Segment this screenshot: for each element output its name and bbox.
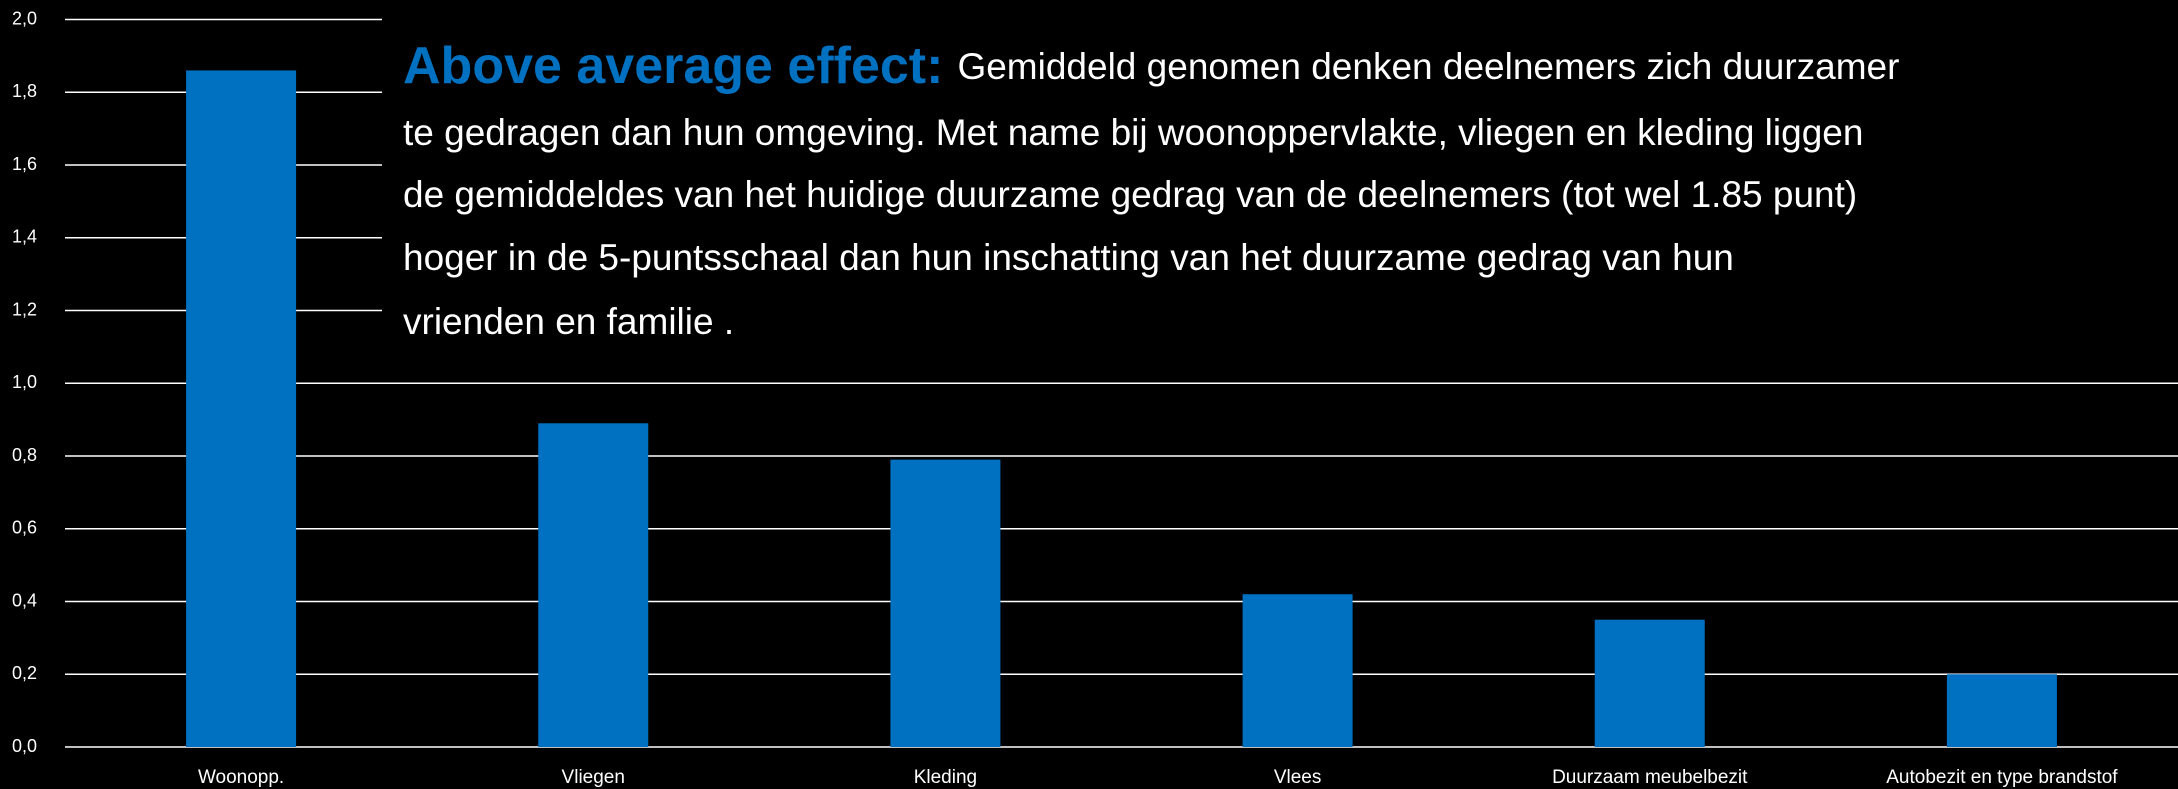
annotation-heading: Above average effect: [403,37,943,95]
bar [1946,674,2057,747]
x-tick-label: Duurzaam meubelbezit [1552,767,1748,788]
y-tick-label: 1,4 [12,227,37,247]
bar [1594,619,1705,747]
annotation-text: Gemiddeld genomen denken deelnemers zich… [957,46,1899,87]
y-tick-label: 0,0 [12,736,37,756]
y-tick-label: 1,8 [12,81,37,101]
y-tick-label: 1,6 [12,154,37,174]
bar [890,459,1001,747]
x-tick-label: Autobezit en type brandstof [1886,767,2118,788]
x-tick-label: Woonopp. [198,767,284,788]
annotation-text: te gedragen dan hun omgeving. Met name b… [403,112,1863,153]
annotation-line: Above average effect: Gemiddeld genomen d… [403,37,1899,95]
y-tick-label: 2,0 [12,8,37,28]
y-tick-label: 0,2 [12,663,37,683]
annotation-text: vrienden en familie . [403,301,734,342]
y-tick-label: 0,6 [12,518,37,538]
annotation-text: hoger in de 5-puntsschaal dan hun inscha… [403,237,1734,278]
bar [186,70,297,748]
annotation-text: de gemiddeldes van het huidige duurzame … [403,174,1857,215]
bar [538,423,649,747]
bar [1242,594,1353,747]
x-tick-label: Kleding [914,767,977,788]
x-tick-label: Vliegen [562,767,625,788]
annotation-box [382,0,2178,345]
x-tick-label: Vlees [1274,767,1322,788]
y-tick-label: 1,0 [12,372,37,392]
y-tick-label: 0,4 [12,590,37,610]
y-tick-label: 1,2 [12,299,37,319]
y-tick-label: 0,8 [12,445,37,465]
